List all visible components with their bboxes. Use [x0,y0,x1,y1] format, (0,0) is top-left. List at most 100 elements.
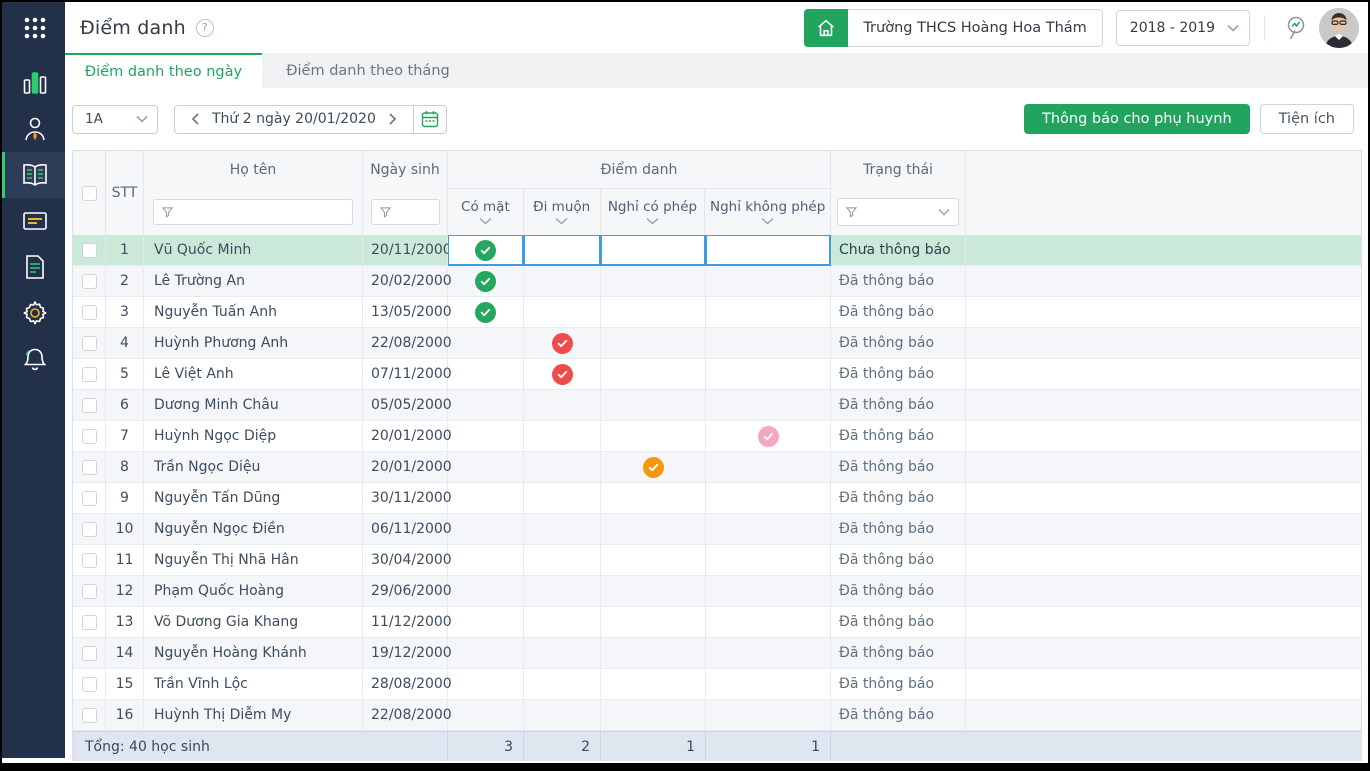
attendance-cell-unexcused[interactable] [706,669,831,700]
table-row[interactable]: 5 Lê Việt Anh 07/11/2000 Đã thông báo [73,359,1361,390]
table-row[interactable]: 16 Huỳnh Thị Diễm My 22/08/2000 Đã thông bá… [73,700,1361,731]
row-checkbox[interactable] [81,707,97,723]
column-late[interactable]: Đi muộn [524,189,601,234]
attendance-cell-excused[interactable] [601,266,706,297]
table-row[interactable]: 9 Nguyễn Tấn Dũng 30/11/2000 Đã thông báo [73,483,1361,514]
attendance-cell-late[interactable] [524,359,601,390]
attendance-cell-excused[interactable] [601,421,706,452]
row-checkbox[interactable] [81,335,97,351]
teacher-icon[interactable] [2,106,65,152]
attendance-cell-excused[interactable] [601,483,706,514]
gear-icon[interactable] [2,290,65,336]
attendance-cell-unexcused[interactable] [706,297,831,328]
attendance-cell-unexcused[interactable] [706,390,831,421]
attendance-cell-present[interactable] [448,669,524,700]
attendance-cell-excused[interactable] [601,607,706,638]
table-row[interactable]: 7 Huỳnh Ngọc Diệp 20/01/2000 Đã thông báo [73,421,1361,452]
attendance-cell-present[interactable] [448,390,524,421]
chevron-down-icon[interactable] [646,217,659,225]
attendance-cell-present[interactable] [448,328,524,359]
attendance-cell-excused[interactable] [601,359,706,390]
attendance-cell-excused[interactable] [601,235,706,266]
calendar-icon[interactable] [412,105,446,133]
utilities-button[interactable]: Tiện ích [1259,104,1354,134]
attendance-cell-present[interactable] [448,700,524,731]
attendance-cell-late[interactable] [524,266,601,297]
attendance-cell-unexcused[interactable] [706,545,831,576]
row-checkbox[interactable] [81,676,97,692]
bell-icon[interactable] [2,336,65,382]
attendance-cell-present[interactable] [448,359,524,390]
row-checkbox[interactable] [81,645,97,661]
attendance-cell-late[interactable] [524,297,601,328]
attendance-cell-present[interactable] [448,297,524,328]
column-present[interactable]: Có mặt [448,189,524,234]
attendance-cell-unexcused[interactable] [706,638,831,669]
attendance-cell-late[interactable] [524,514,601,545]
document-icon[interactable] [2,244,65,290]
attendance-cell-excused[interactable] [601,328,706,359]
table-row[interactable]: 10 Nguyễn Ngọc Điền 06/11/2000 Đã thông báo [73,514,1361,545]
attendance-cell-late[interactable] [524,483,601,514]
attendance-cell-late[interactable] [524,576,601,607]
search-stats-icon[interactable] [1279,13,1309,43]
attendance-cell-unexcused[interactable] [706,607,831,638]
attendance-cell-late[interactable] [524,638,601,669]
row-checkbox[interactable] [81,490,97,506]
attendance-cell-unexcused[interactable] [706,266,831,297]
class-select[interactable]: 1A [72,104,158,134]
attendance-cell-present[interactable] [448,607,524,638]
attendance-cell-excused[interactable] [601,390,706,421]
tab-attendance-by-month[interactable]: Điểm danh theo tháng [286,62,450,79]
help-icon[interactable]: ? [195,18,214,37]
attendance-cell-unexcused[interactable] [706,700,831,731]
table-row[interactable]: 11 Nguyễn Thị Nhã Hân 30/04/2000 Đã thông b… [73,545,1361,576]
school-year-select[interactable]: 2018 - 2019 [1115,9,1250,46]
next-day-icon[interactable] [384,113,401,125]
open-book-icon[interactable] [2,152,65,198]
attendance-cell-excused[interactable] [601,514,706,545]
attendance-cell-unexcused[interactable] [706,514,831,545]
table-row[interactable]: 14 Nguyễn Hoàng Khánh 19/12/2000 Đã thông b… [73,638,1361,669]
attendance-cell-unexcused[interactable] [706,483,831,514]
tab-attendance-by-day[interactable]: Điểm danh theo ngày [65,53,262,88]
table-row[interactable]: 12 Phạm Quốc Hoàng 29/06/2000 Đã thông báo [73,576,1361,607]
attendance-cell-excused[interactable] [601,700,706,731]
attendance-cell-present[interactable] [448,452,524,483]
attendance-cell-late[interactable] [524,390,601,421]
attendance-cell-excused[interactable] [601,576,706,607]
table-row[interactable]: 2 Lê Trường An 20/02/2000 Đã thông báo [73,266,1361,297]
attendance-cell-late[interactable] [524,607,601,638]
row-checkbox[interactable] [81,242,97,258]
attendance-cell-present[interactable] [448,545,524,576]
attendance-cell-late[interactable] [524,328,601,359]
attendance-cell-unexcused[interactable] [706,235,831,266]
attendance-cell-present[interactable] [448,638,524,669]
column-excused-absence[interactable]: Nghỉ có phép [601,189,706,234]
table-row[interactable]: 4 Huỳnh Phương Anh 22/08/2000 Đã thông báo [73,328,1361,359]
attendance-cell-present[interactable] [448,235,524,266]
attendance-cell-excused[interactable] [601,638,706,669]
name-filter-input[interactable] [153,199,353,225]
attendance-cell-late[interactable] [524,545,601,576]
attendance-cell-unexcused[interactable] [706,421,831,452]
school-selector[interactable]: Trường THCS Hoàng Hoa Thám [804,8,1103,47]
row-checkbox[interactable] [81,552,97,568]
attendance-cell-late[interactable] [524,669,601,700]
row-checkbox[interactable] [81,428,97,444]
row-checkbox[interactable] [81,304,97,320]
attendance-cell-excused[interactable] [601,669,706,700]
attendance-cell-unexcused[interactable] [706,576,831,607]
row-checkbox[interactable] [81,273,97,289]
id-card-icon[interactable] [2,198,65,244]
column-unexcused-absence[interactable]: Nghỉ không phép [705,189,830,234]
attendance-cell-present[interactable] [448,514,524,545]
chevron-down-icon[interactable] [479,217,492,225]
row-checkbox[interactable] [81,521,97,537]
table-row[interactable]: 13 Võ Dương Gia Khang 11/12/2000 Đã thông b… [73,607,1361,638]
home-icon[interactable] [804,8,849,47]
row-checkbox[interactable] [81,583,97,599]
attendance-cell-unexcused[interactable] [706,328,831,359]
attendance-cell-unexcused[interactable] [706,359,831,390]
notify-parents-button[interactable]: Thông báo cho phụ huynh [1023,104,1250,134]
